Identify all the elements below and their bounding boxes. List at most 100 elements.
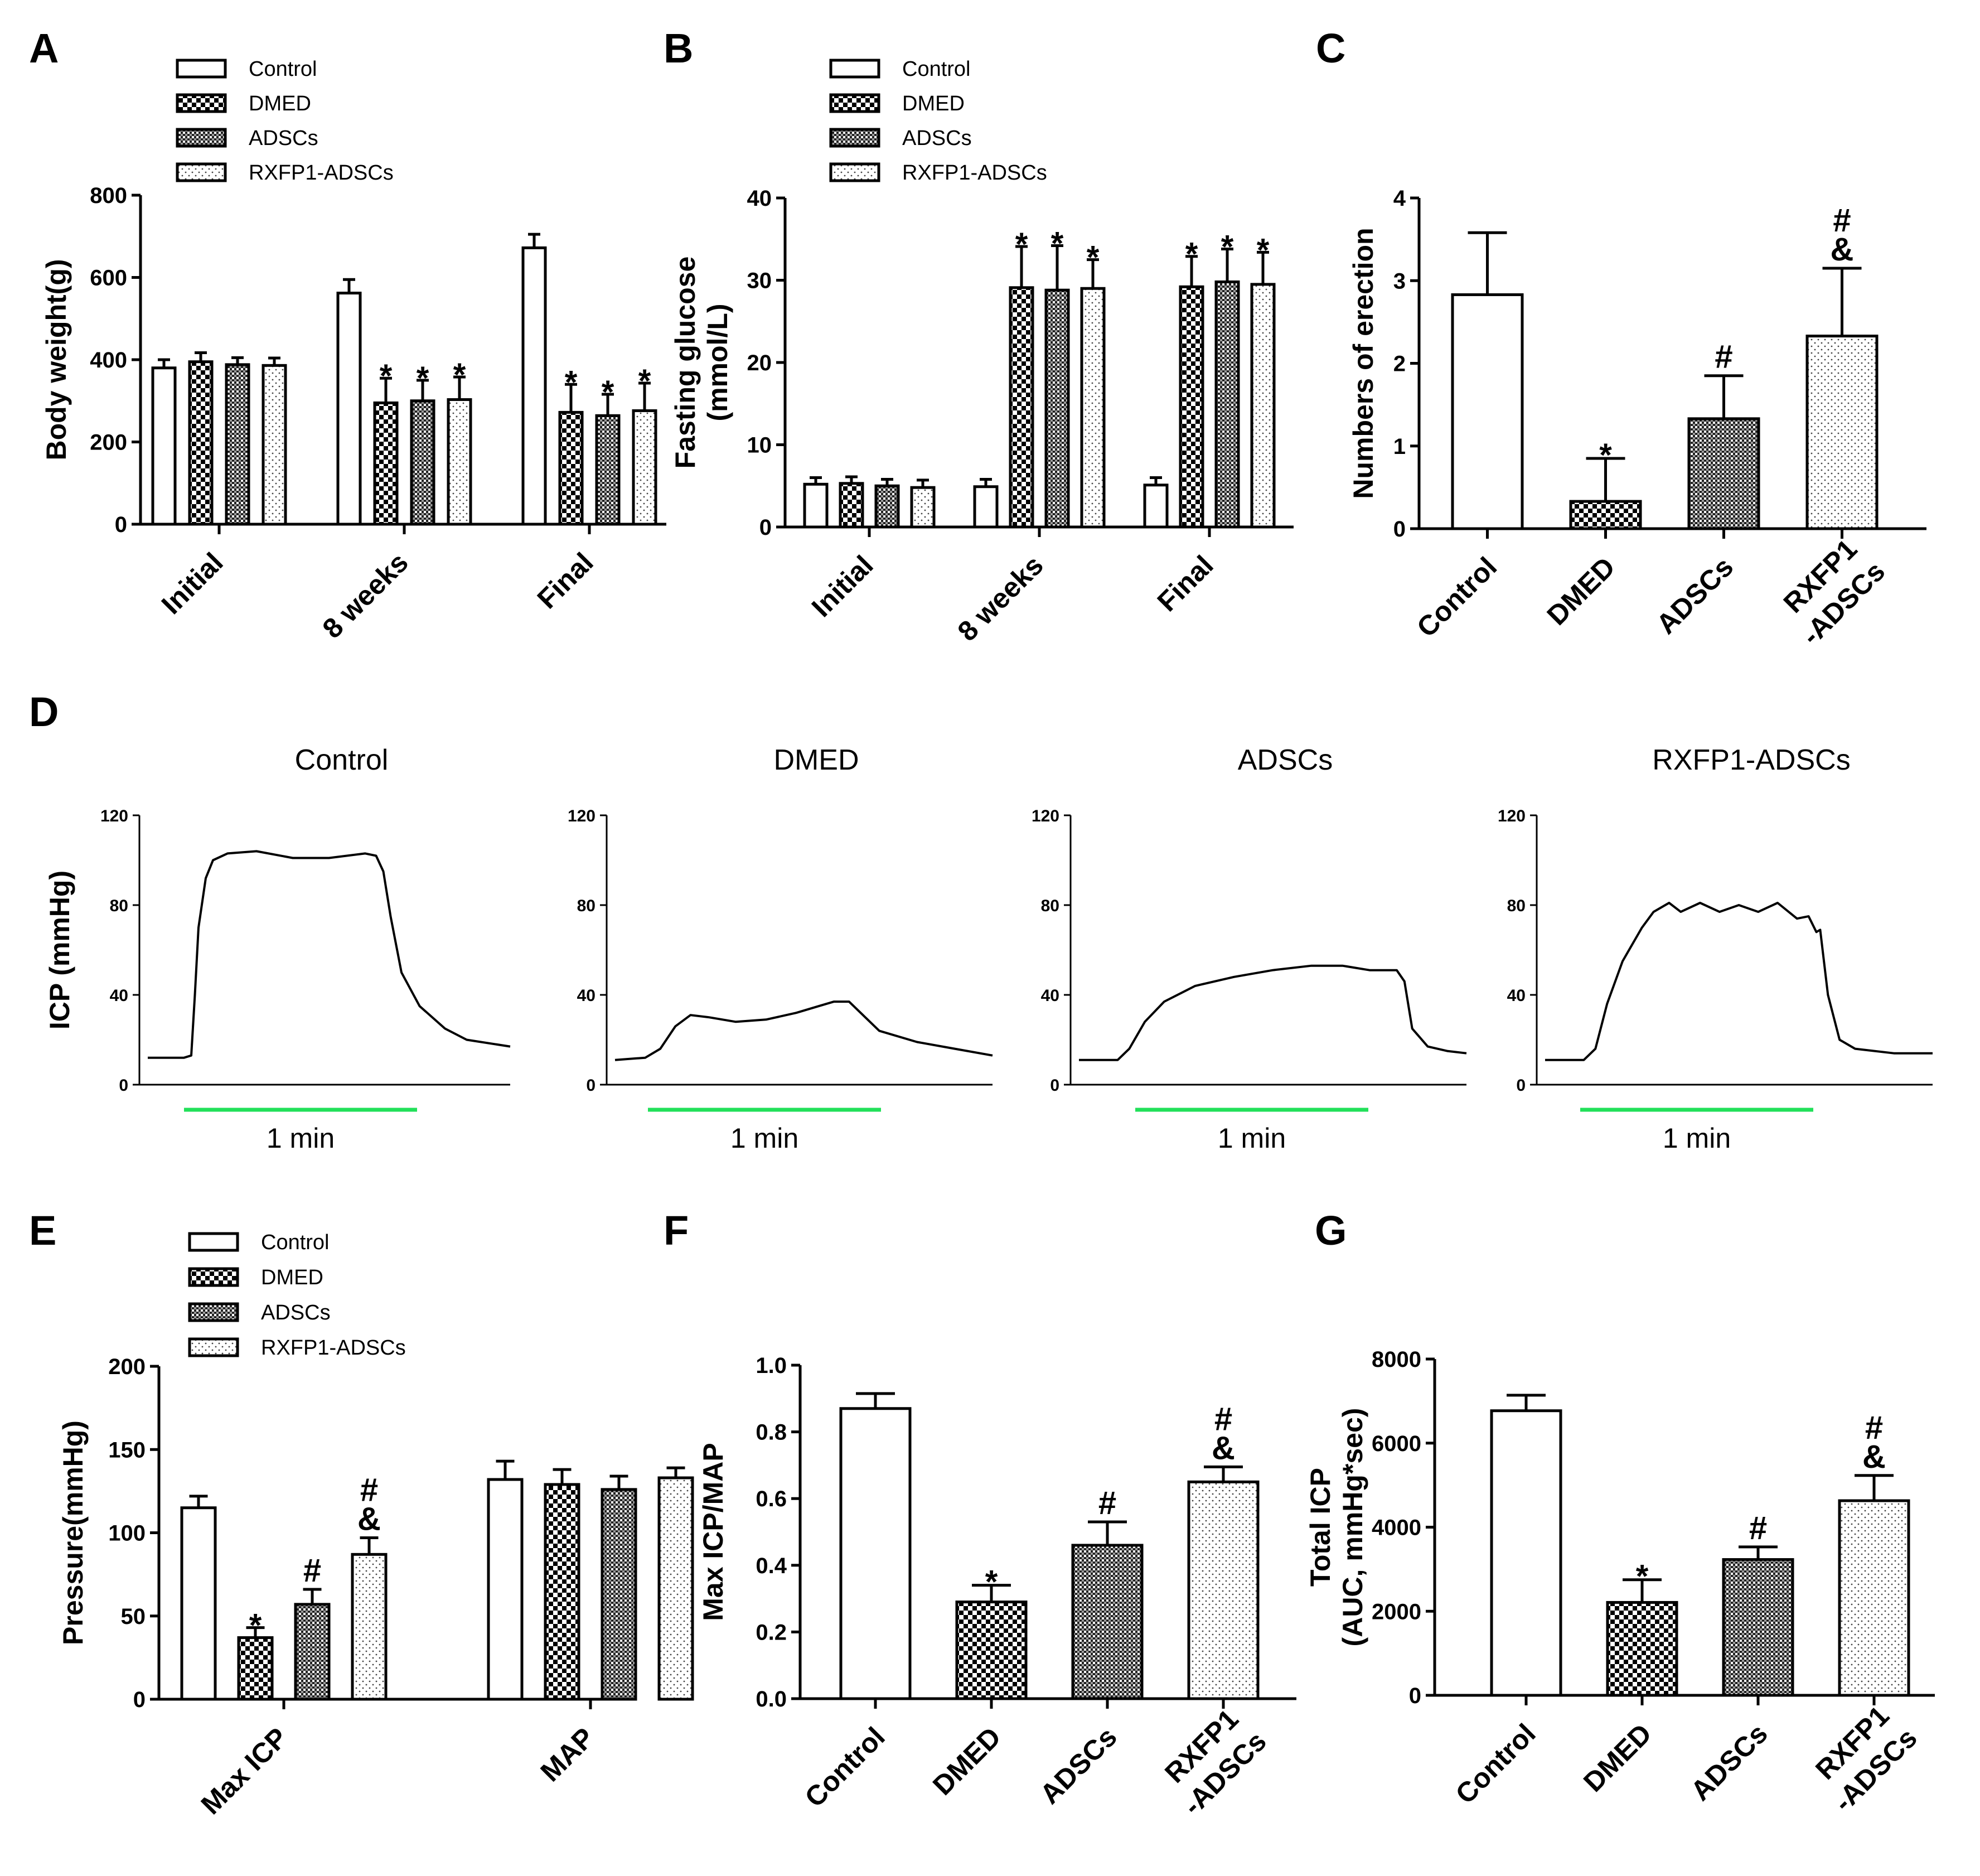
y-axis-label: Numbers of erection [1348,228,1379,499]
bar-dmed [955,1601,1028,1700]
significance-mark: # [1214,1401,1232,1437]
legend-swatch-control [176,59,227,79]
bar-control-max-icp [180,1506,217,1701]
significance-mark: # [1865,1410,1883,1446]
trace-y-tick-label: 120 [100,807,128,825]
category-label-final: Final [531,547,599,615]
y-tick-label: 1.0 [756,1353,787,1378]
significance-mark: * [453,357,466,393]
trace-y-tick-label: 40 [1041,987,1059,1005]
y-tick-label: 3 [1393,269,1406,293]
significance-mark: # [1749,1510,1767,1546]
significance-mark: * [1015,226,1028,263]
legend-label-adscs: ADSCs [902,127,972,150]
y-tick-label: 4 [1393,186,1406,211]
bar-control-initial [803,482,829,529]
legend-label-rxfp1-adscs: RXFP1-ADSCs [902,161,1047,185]
legend-label-adscs: ADSCs [261,1301,331,1324]
significance-mark: & [1862,1439,1886,1475]
significance-mark: & [357,1501,381,1537]
category-label-adscs: ADSCs [1650,551,1739,640]
panel-letter: D [29,689,59,735]
trace-y-tick-label: 120 [1498,807,1526,825]
legend-label-control: Control [261,1231,330,1254]
bar-rxfp1-adscs [1838,1499,1910,1697]
y-axis-label: Pressure(mmHg) [57,1420,89,1645]
trace-y-tick-label: 40 [110,987,128,1005]
significance-mark: * [1087,240,1100,276]
bar-adscs [1722,1558,1794,1697]
panel-letter: F [664,1207,689,1254]
significance-mark: * [380,358,393,394]
y-tick-label: 4000 [1372,1516,1421,1540]
legend-swatch-dmed [188,1267,239,1287]
bar-dmed-initial [839,482,864,529]
y-tick-label: 200 [108,1355,146,1379]
significance-mark: * [249,1608,262,1644]
significance-mark: & [1212,1430,1235,1466]
bar-control-initial [151,366,177,526]
y-tick-label: 0.6 [756,1487,787,1511]
y-axis-label: Fasting glucose [670,257,701,469]
scale-bar-label: 1 min [1663,1123,1731,1154]
significance-mark: * [1636,1559,1649,1595]
y-tick-label: 40 [747,186,772,211]
significance-mark: * [565,364,578,400]
bar-adscs-max-icp [294,1603,331,1701]
legend-swatch-rxfp1-adscs [176,162,227,182]
panel-d: D ICP (mmHg) Control 0 40 80 120 1 min DMED 0 40 80… [29,689,1933,1154]
legend-swatch-rxfp1-adscs [188,1337,239,1357]
y-tick-label: 0.2 [756,1620,787,1645]
y-tick-label: 150 [108,1438,146,1462]
y-axis-label: (AUC, mmHg*sec) [1337,1408,1368,1647]
y-tick-label: 100 [108,1521,146,1546]
legend-swatch-adscs [188,1302,239,1322]
significance-mark: # [1833,202,1851,239]
bar-dmed-map [544,1483,580,1701]
y-tick-label: 0.8 [756,1420,787,1445]
y-axis-label: ICP (mmHg) [44,871,75,1029]
bar-control-8-weeks [336,292,362,526]
category-label-control: Control [799,1721,891,1813]
trace-title-dmed: DMED [773,744,859,776]
y-tick-label: 200 [90,431,127,455]
y-tick-label: 2000 [1372,1599,1421,1624]
panel-letter: E [29,1207,56,1254]
significance-mark: * [638,363,651,399]
category-label-dmed: DMED [1541,551,1621,631]
bar-rxfp1-adscs [1187,1480,1260,1700]
trace-y-tick-label: 0 [119,1076,128,1095]
y-tick-label: 0 [1393,517,1406,541]
significance-mark: * [1599,437,1612,473]
category-label-initial: Initial [806,549,879,623]
trace-y-tick-label: 40 [577,987,596,1005]
icp-trace-dmed [614,1000,993,1061]
legend-swatch-adscs [176,128,227,148]
bar-rxfp1-adscs-final [632,409,657,526]
bar-rxfp1-adscs-map [657,1476,694,1701]
significance-mark: # [1715,339,1732,375]
panel-a: A Control DMED ADSCs RXFP1-ADSCs 0 200 400 600 80… [29,25,666,644]
y-tick-label: 0 [1409,1684,1421,1708]
y-tick-label: 0 [133,1688,146,1712]
legend-label-rxfp1-adscs: RXFP1-ADSCs [261,1336,406,1360]
bar-adscs [1687,417,1760,530]
legend-swatch-dmed [829,93,880,113]
bar-adscs-final [1214,280,1240,529]
y-tick-label: 0.4 [756,1554,787,1578]
legend-swatch-rxfp1-adscs [829,162,880,182]
bar-control-final [1143,483,1169,529]
trace-y-tick-label: 40 [1507,987,1526,1005]
panel-b: B Control DMED ADSCs RXFP1-ADSCs 0 10 20 30 40 Fas… [664,25,1294,647]
icp-trace-control [148,850,511,1059]
legend-label-adscs: ADSCs [249,127,318,150]
y-tick-label: 0 [115,512,127,537]
scale-bar-label: 1 min [730,1123,798,1154]
y-tick-label: 50 [121,1604,146,1629]
bar-dmed-8-weeks [1009,286,1034,529]
legend-label-dmed: DMED [249,92,311,115]
legend-label-dmed: DMED [261,1266,323,1289]
legend-label-rxfp1-adscs: RXFP1-ADSCs [249,161,394,185]
